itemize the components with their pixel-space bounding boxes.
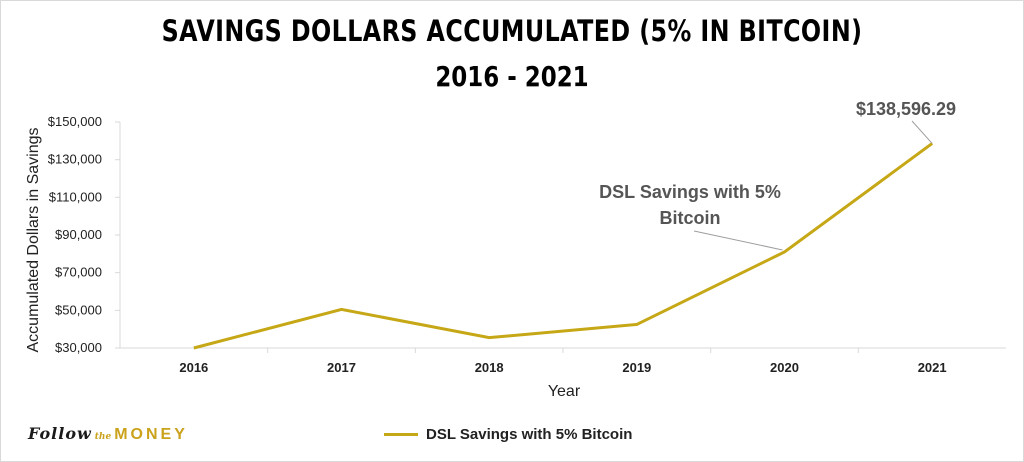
legend-label: DSL Savings with 5% Bitcoin xyxy=(426,426,633,443)
y-tick-label: $70,000 xyxy=(55,265,102,280)
x-tick-label: 2019 xyxy=(622,360,651,375)
x-axis-ticks: 2016 2017 2018 2019 2020 2021 xyxy=(179,348,947,375)
annotation-label-line1: DSL Savings with 5% xyxy=(599,182,781,202)
x-tick-label: 2021 xyxy=(918,360,947,375)
y-tick-label: $50,000 xyxy=(55,302,102,317)
x-tick-label: 2020 xyxy=(770,360,799,375)
annotation-label-line2: Bitcoin xyxy=(660,208,721,228)
x-tick-label: 2017 xyxy=(327,360,356,375)
y-axis-ticks: $30,000 $50,000 $70,000 $90,000 $110,000 $130… xyxy=(48,114,120,355)
x-axis-title: Year xyxy=(548,383,581,400)
annotation-leader-line xyxy=(693,230,783,251)
y-tick-label: $130,000 xyxy=(48,152,102,167)
legend-line-swatch xyxy=(384,433,418,436)
series-line xyxy=(193,142,934,350)
y-tick-label: $150,000 xyxy=(48,114,102,129)
y-axis-title: Accumulated Dollars in Savings xyxy=(25,128,42,353)
chart-subtitle: 2016 - 2021 xyxy=(435,60,589,93)
logo-text-the: the xyxy=(94,432,112,442)
annotation-leader-line xyxy=(911,120,933,144)
x-tick-label: 2018 xyxy=(475,360,504,375)
y-tick-label: $110,000 xyxy=(49,189,102,204)
chart-title: SAVINGS DOLLARS ACCUMULATED (5% IN BITCO… xyxy=(161,14,863,48)
y-tick-label: $90,000 xyxy=(55,227,102,242)
logo-text-money: MONEY xyxy=(114,426,188,443)
logo-text-follow: Follow xyxy=(28,424,92,443)
x-tick-label: 2016 xyxy=(179,360,208,375)
chart-legend: DSL Savings with 5% Bitcoin xyxy=(384,426,632,443)
annotation-value-label: $138,596.29 xyxy=(856,99,956,119)
y-tick-label: $30,000 xyxy=(55,340,102,355)
follow-the-money-logo: Follow the MONEY xyxy=(28,424,188,444)
